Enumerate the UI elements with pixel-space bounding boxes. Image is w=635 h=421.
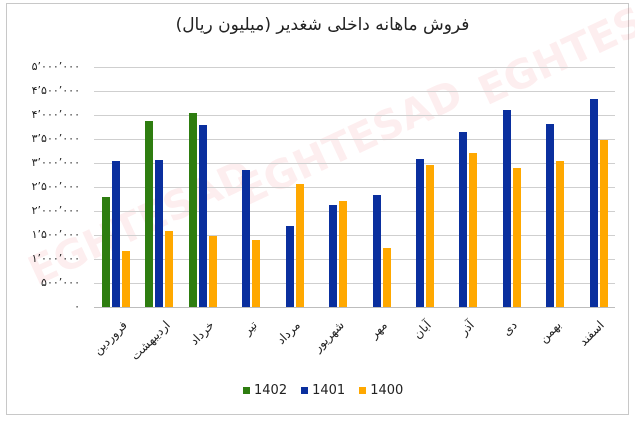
bar-1400 xyxy=(382,247,391,307)
legend-swatch-icon xyxy=(243,387,250,394)
gridline xyxy=(94,283,615,284)
bar-1401 xyxy=(415,158,424,307)
bar-1402 xyxy=(102,196,110,307)
plot-area xyxy=(94,67,615,308)
bar-1402 xyxy=(145,120,154,307)
bar-1401 xyxy=(242,169,251,307)
gridline xyxy=(94,163,615,164)
y-tick-label: ۳٬۰۰۰٬۰۰۰ xyxy=(31,156,80,169)
y-tick-label: ۱٬۰۰۰٬۰۰۰ xyxy=(31,252,80,265)
bar-1400 xyxy=(556,160,565,307)
bar-1401 xyxy=(155,159,164,307)
gridline xyxy=(94,115,615,116)
y-tick-label: ۲٬۵۰۰٬۰۰۰ xyxy=(31,180,80,193)
gridline xyxy=(94,187,615,188)
gridline xyxy=(94,235,615,236)
bar-1401 xyxy=(112,160,120,307)
gridline xyxy=(94,307,615,308)
legend-item: 1400 xyxy=(359,383,403,398)
y-tick-label: ۱٬۵۰۰٬۰۰۰ xyxy=(31,228,80,241)
bar-1401 xyxy=(329,204,338,307)
legend-label: 1402 xyxy=(254,383,288,398)
bar-1400 xyxy=(599,140,608,307)
bar-1400 xyxy=(165,230,174,307)
legend-item: 1401 xyxy=(301,383,345,398)
bar-1400 xyxy=(339,200,348,307)
bar-1401 xyxy=(372,194,381,307)
legend-swatch-icon xyxy=(301,387,309,394)
bar-1401 xyxy=(459,131,468,307)
bar-1401 xyxy=(546,123,555,307)
gridline xyxy=(94,211,615,212)
y-tick-label: ۲٬۰۰۰٬۰۰۰ xyxy=(31,204,80,217)
y-tick-label: ۵٬۰۰۰٬۰۰۰ xyxy=(31,60,80,73)
bar-1400 xyxy=(122,250,130,307)
bar-1401 xyxy=(198,124,207,307)
gridline xyxy=(94,259,615,260)
bar-1401 xyxy=(285,225,294,307)
chart-legend: 1402 1401 1400 xyxy=(243,383,403,398)
y-tick-label: ۴٬۰۰۰٬۰۰۰ xyxy=(31,108,80,121)
y-tick-label: ۰ xyxy=(74,300,80,313)
bar-1400 xyxy=(208,236,217,307)
bar-1400 xyxy=(252,239,261,307)
gridline xyxy=(94,139,615,140)
y-tick-label: ۵۰۰٬۰۰۰ xyxy=(41,276,80,289)
legend-label: 1400 xyxy=(370,383,404,398)
bar-1400 xyxy=(469,152,478,307)
bar-1402 xyxy=(188,112,197,307)
y-tick-label: ۴٬۵۰۰٬۰۰۰ xyxy=(31,84,80,97)
bar-1400 xyxy=(512,167,521,307)
legend-item: 1402 xyxy=(243,383,287,398)
legend-swatch-icon xyxy=(359,387,367,394)
legend-label: 1401 xyxy=(312,383,346,398)
y-tick-label: ۳٬۵۰۰٬۰۰۰ xyxy=(31,132,80,145)
gridline xyxy=(94,91,615,92)
chart-title: فروش ماهانه داخلی شغدیر (میلیون ریال) xyxy=(175,15,470,35)
bar-1401 xyxy=(502,109,511,307)
bar-1401 xyxy=(589,98,598,307)
gridline xyxy=(94,67,615,68)
bar-1400 xyxy=(295,183,304,307)
bar-1400 xyxy=(425,164,434,307)
